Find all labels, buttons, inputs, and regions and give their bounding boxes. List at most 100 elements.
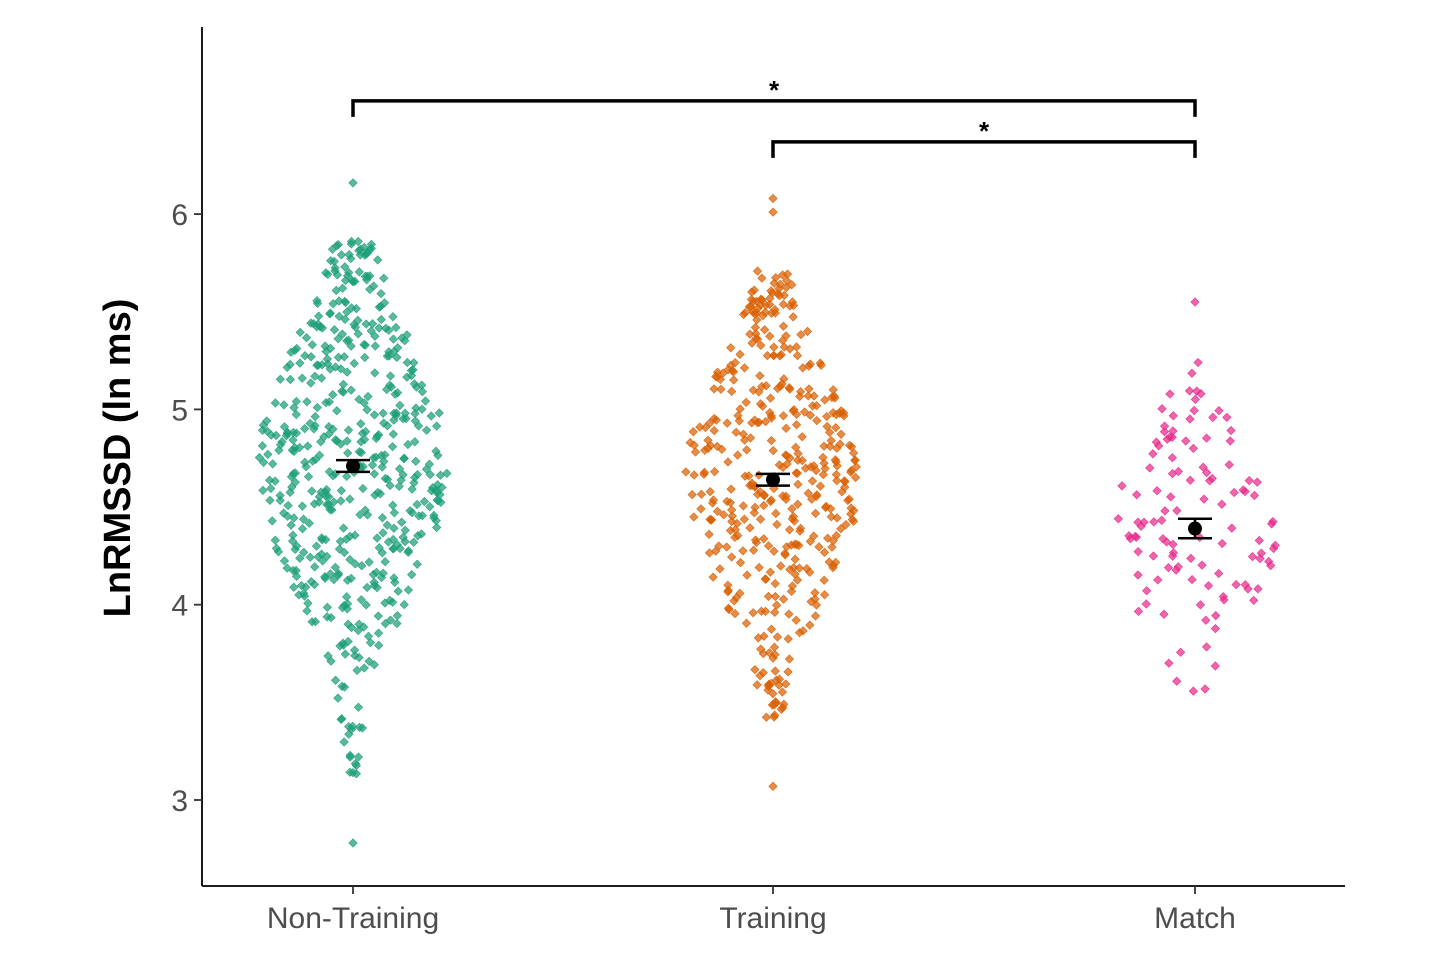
data-point bbox=[804, 361, 814, 371]
data-point bbox=[337, 681, 347, 691]
data-point bbox=[793, 479, 803, 490]
data-point bbox=[1214, 568, 1224, 579]
data-point bbox=[811, 600, 822, 610]
data-point bbox=[695, 422, 705, 432]
data-point bbox=[353, 329, 363, 339]
mean-point bbox=[346, 459, 360, 474]
data-point bbox=[774, 460, 784, 470]
data-point bbox=[305, 418, 315, 428]
data-point bbox=[343, 619, 353, 629]
data-point bbox=[362, 405, 372, 415]
data-point bbox=[819, 441, 829, 451]
data-point bbox=[359, 242, 369, 253]
data-point bbox=[689, 470, 699, 480]
data-point bbox=[310, 562, 320, 572]
data-point bbox=[782, 276, 792, 286]
data-point bbox=[727, 386, 737, 396]
data-point bbox=[748, 296, 758, 306]
data-point bbox=[362, 582, 372, 593]
data-point bbox=[1187, 368, 1197, 378]
data-point bbox=[828, 385, 838, 395]
data-point bbox=[306, 378, 316, 388]
data-point bbox=[402, 357, 412, 368]
data-point bbox=[338, 379, 348, 390]
data-point bbox=[311, 541, 322, 551]
data-point bbox=[1199, 494, 1209, 504]
data-point bbox=[1189, 405, 1199, 416]
data-point bbox=[705, 514, 715, 524]
data-point bbox=[754, 562, 764, 573]
points-layer bbox=[254, 178, 1280, 848]
data-point bbox=[382, 351, 392, 361]
data-point bbox=[1160, 506, 1170, 516]
data-point bbox=[781, 494, 791, 505]
data-point bbox=[303, 472, 314, 482]
data-point bbox=[741, 397, 751, 408]
data-point bbox=[1159, 427, 1170, 437]
data-point bbox=[321, 491, 331, 501]
data-point bbox=[816, 360, 826, 370]
data-point bbox=[756, 294, 766, 304]
data-point bbox=[336, 485, 346, 496]
data-point bbox=[337, 386, 347, 396]
data-point bbox=[711, 415, 721, 425]
data-point bbox=[753, 303, 763, 313]
data-point bbox=[792, 350, 803, 361]
data-point bbox=[1252, 477, 1262, 487]
data-point bbox=[279, 422, 290, 432]
data-point bbox=[306, 577, 316, 587]
data-point bbox=[274, 445, 284, 455]
data-point bbox=[750, 665, 760, 675]
data-point bbox=[346, 341, 356, 351]
data-point bbox=[1217, 538, 1227, 549]
data-point bbox=[763, 681, 774, 691]
data-point bbox=[1203, 581, 1214, 591]
data-point bbox=[407, 507, 417, 518]
data-point bbox=[340, 297, 351, 308]
data-point bbox=[291, 428, 302, 438]
data-point bbox=[739, 514, 749, 524]
data-point bbox=[733, 530, 743, 541]
data-point bbox=[379, 273, 389, 283]
data-point bbox=[364, 557, 374, 567]
data-point bbox=[286, 347, 296, 357]
data-point bbox=[778, 411, 789, 421]
data-point bbox=[422, 425, 432, 435]
data-point bbox=[777, 687, 788, 697]
data-point bbox=[271, 543, 282, 553]
data-point bbox=[1142, 586, 1152, 596]
data-point bbox=[295, 327, 305, 338]
data-point bbox=[336, 439, 346, 449]
data-point bbox=[1201, 642, 1212, 652]
data-point bbox=[734, 416, 744, 426]
data-point bbox=[714, 541, 724, 551]
data-point bbox=[378, 528, 388, 538]
data-point bbox=[793, 455, 803, 465]
data-point bbox=[770, 607, 780, 617]
data-point bbox=[732, 518, 742, 529]
data-point bbox=[760, 606, 771, 616]
data-point bbox=[1133, 570, 1143, 580]
data-point bbox=[412, 499, 422, 510]
data-point bbox=[738, 546, 748, 556]
data-point bbox=[781, 423, 791, 433]
data-point bbox=[738, 309, 749, 320]
data-point bbox=[739, 363, 750, 373]
data-point bbox=[1152, 486, 1162, 496]
data-point bbox=[343, 636, 353, 647]
data-point bbox=[299, 547, 309, 557]
data-point bbox=[353, 625, 363, 636]
data-point bbox=[1267, 519, 1277, 529]
data-point bbox=[747, 480, 757, 491]
data-point bbox=[278, 508, 289, 518]
data-point bbox=[376, 289, 386, 299]
data-point bbox=[1270, 540, 1280, 550]
data-point bbox=[333, 693, 343, 703]
data-point bbox=[748, 545, 759, 555]
data-point bbox=[1163, 563, 1174, 573]
data-point bbox=[810, 508, 821, 518]
data-point bbox=[805, 620, 815, 630]
data-point bbox=[398, 470, 408, 480]
data-point bbox=[426, 411, 436, 421]
data-point bbox=[379, 298, 390, 308]
